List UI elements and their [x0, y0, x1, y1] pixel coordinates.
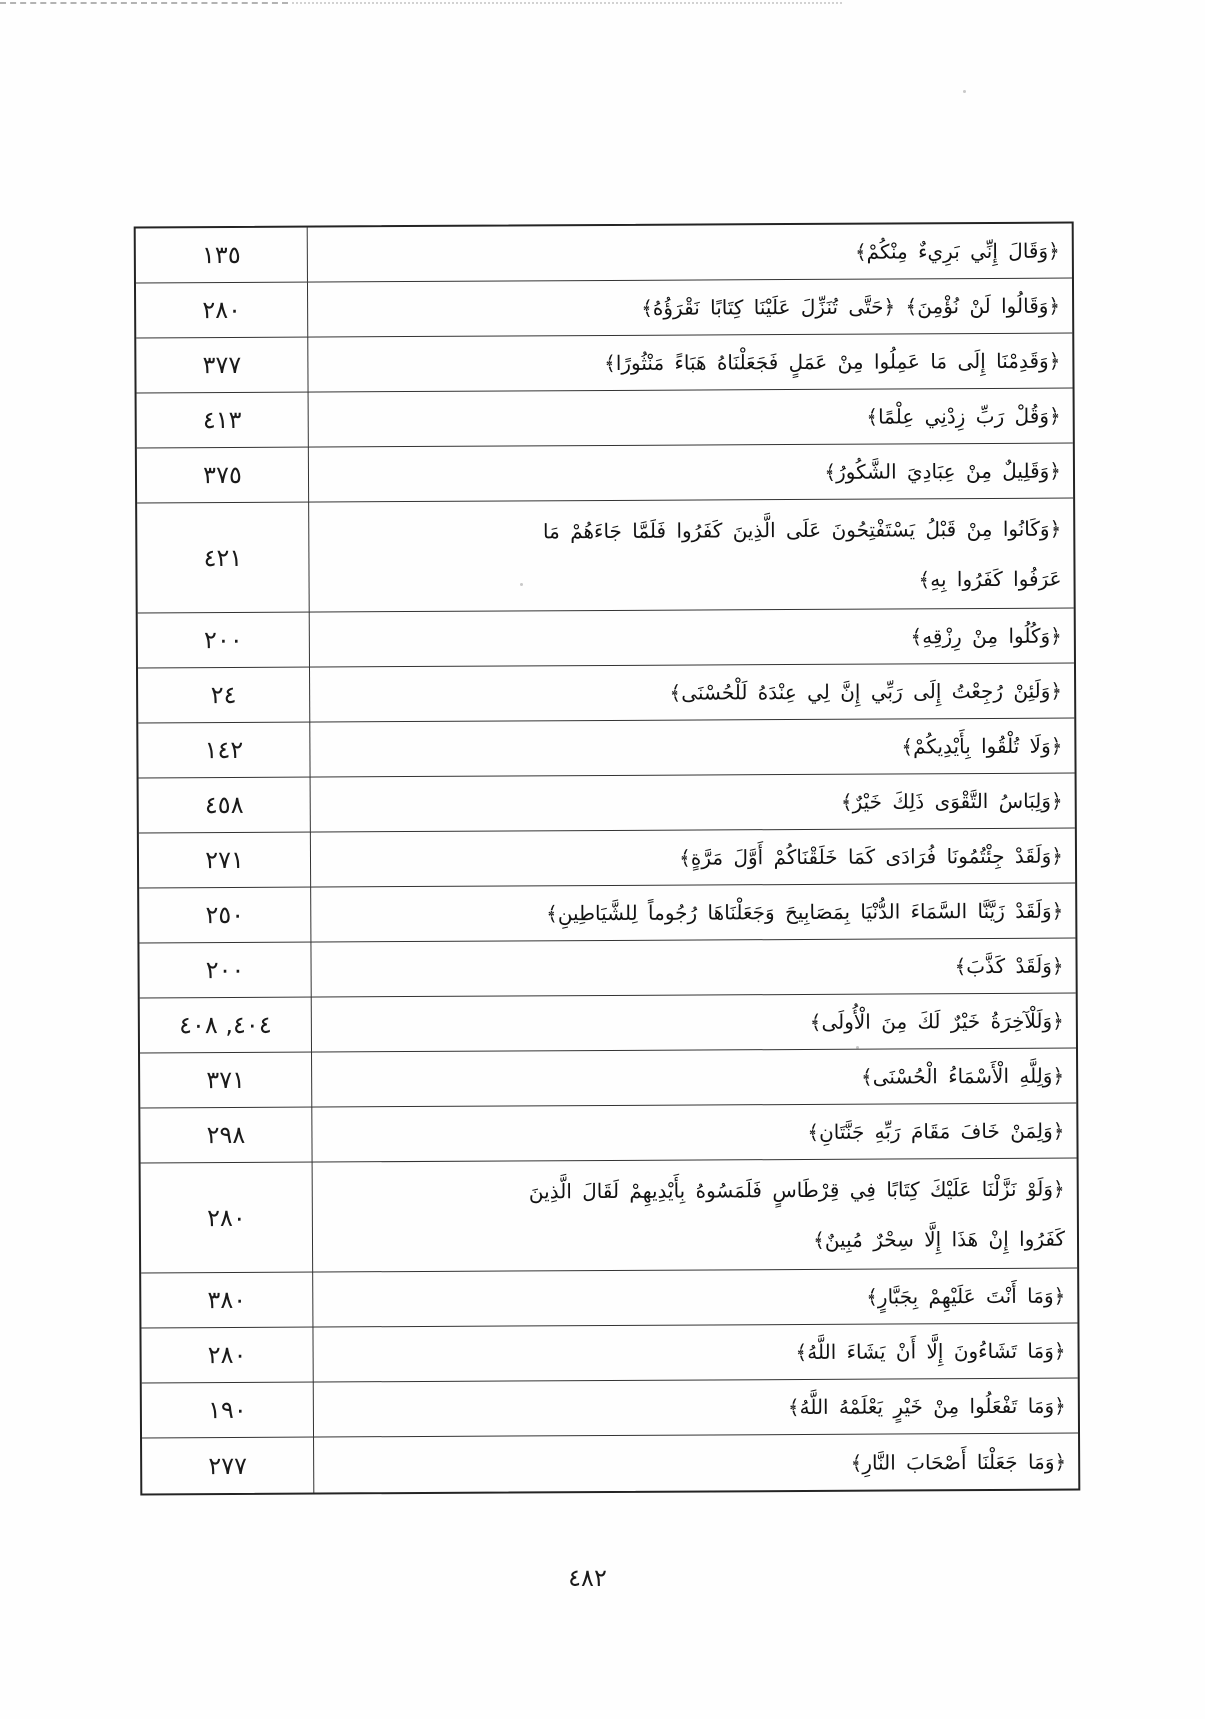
verse-text: ﴿وَقَدِمْنَا إِلَى مَا عَمِلُوا مِنْ عَم… — [604, 348, 1061, 376]
table-row: ٢٧١ ﴿وَلَقَدْ جِئْتُمُونَا فُرَادَى كَمَ… — [138, 828, 1076, 889]
page-number: ٤٨٢ — [568, 1564, 607, 1592]
verse-text: ﴿وَقَلِيلٌ مِنْ عِبَادِيَ الشَّكُورُ﴾ — [824, 458, 1062, 484]
verse-text: ﴿وَلِبَاسُ التَّقْوَى ذَلِكَ خَيْرٌ﴾ — [840, 788, 1063, 814]
table-row: ٢٩٨ ﴿وَلِمَنْ خَافَ مَقَامَ رَبِّهِ جَنَ… — [140, 1103, 1077, 1164]
table-row: ٢٤ ﴿وَلَئِنْ رُجِعْتُ إِلَى رَبِّي إِنَّ… — [137, 663, 1075, 724]
page-ref-cell: ١٣٥ — [135, 227, 308, 283]
verse-text: ﴿وَلَقَدْ كَذَّبَ﴾ — [954, 953, 1064, 979]
verse-text: ﴿وَلَئِنْ رُجِعْتُ إِلَى رَبِّي إِنَّ لِ… — [669, 678, 1063, 705]
page-ref-cell: ٢٨٠ — [140, 1162, 314, 1273]
verse-text: ﴿وَلَقَدْ جِئْتُمُونَا فُرَادَى كَمَا خَ… — [679, 843, 1064, 870]
page-ref-cell: ٤١٣ — [136, 392, 309, 448]
verse-index-table: ١٣٥ ﴿وَقَالَ إِنِّي بَرِيءٌ مِنْكُمْ﴾ ٢٨… — [133, 221, 1081, 1496]
verse-text: ﴿وَمَا تَشَاءُونَ إِلَّا أَنْ يَشَاءَ ال… — [795, 1338, 1066, 1365]
verse-cell: ﴿وَقَالُوا لَنْ نُؤْمِنَ﴾ ﴿حَتَّى تُنَزِ… — [308, 279, 1072, 337]
page-ref-cell: ٢٨٠ — [141, 1327, 314, 1383]
page-ref-cell: ٤٠٤, ٤٠٨ — [139, 997, 313, 1053]
table-row: ٢٨٠ ﴿وَلَوْ نَزَّلْنَا عَلَيْكَ كِتَابًا… — [140, 1158, 1078, 1274]
verse-text: ﴿وَلَا تُلْقُوا بِأَيْدِيكُمْ﴾ — [901, 733, 1063, 759]
table-row: ٢٨٠ ﴿وَقَالُوا لَنْ نُؤْمِنَ﴾ ﴿حَتَّى تُ… — [135, 278, 1073, 339]
table-row: ٤٥٨ ﴿وَلِبَاسُ التَّقْوَى ذَلِكَ خَيْرٌ﴾ — [138, 773, 1075, 834]
table-row: ٢٨٠ ﴿وَمَا تَشَاءُونَ إِلَّا أَنْ يَشَاء… — [141, 1323, 1078, 1384]
scan-artifact — [963, 90, 966, 93]
page-ref-cell: ٣٧٥ — [136, 447, 310, 503]
table-row: ١٤٢ ﴿وَلَا تُلْقُوا بِأَيْدِيكُمْ﴾ — [138, 718, 1075, 779]
table-row: ٢٠٠ ﴿وَلَقَدْ كَذَّبَ﴾ — [139, 938, 1076, 999]
table-row: ٤١٣ ﴿وَقُلْ رَبِّ زِدْنِي عِلْمًا﴾ — [136, 388, 1073, 449]
table-row: ٣٧٥ ﴿وَقَلِيلٌ مِنْ عِبَادِيَ الشَّكُورُ… — [136, 443, 1074, 504]
verse-cell: ﴿وَلَا تُلْقُوا بِأَيْدِيكُمْ﴾ — [310, 719, 1074, 777]
table-row: ٢٧٧ ﴿وَمَا جَعَلْنَا أَصْحَابَ النَّارِ﴾ — [142, 1434, 1078, 1494]
table-row: ٣٧٧ ﴿وَقَدِمْنَا إِلَى مَا عَمِلُوا مِنْ… — [136, 333, 1073, 394]
verse-cell: ﴿وَمَا أَنْتَ عَلَيْهِمْ بِجَبَّارٍ﴾ — [313, 1269, 1077, 1327]
page-ref-cell: ٢٥٠ — [139, 887, 312, 943]
verse-text: ﴿وَمَا أَنْتَ عَلَيْهِمْ بِجَبَّارٍ﴾ — [866, 1283, 1066, 1309]
verse-text: ﴿وَمَا تَفْعَلُوا مِنْ خَيْرٍ يَعْلَمْهُ… — [787, 1393, 1066, 1420]
page-ref-cell: ١٩٠ — [141, 1382, 315, 1438]
verse-text: ﴿وَمَا جَعَلْنَا أَصْحَابَ النَّارِ﴾ — [850, 1449, 1067, 1475]
table-row: ١٩٠ ﴿وَمَا تَفْعَلُوا مِنْ خَيْرٍ يَعْلَ… — [141, 1378, 1079, 1439]
verse-cell: ﴿وَقُلْ رَبِّ زِدْنِي عِلْمًا﴾ — [309, 389, 1073, 447]
verse-cell: ﴿وَمَا جَعَلْنَا أَصْحَابَ النَّارِ﴾ — [314, 1434, 1078, 1493]
table-row: ١٣٥ ﴿وَقَالَ إِنِّي بَرِيءٌ مِنْكُمْ﴾ — [135, 223, 1072, 284]
scan-artifact — [856, 1046, 859, 1049]
verse-text: ﴿وَكُلُوا مِنْ رِزْقِهِ﴾ — [910, 623, 1062, 649]
verse-cell: ﴿وَلَقَدْ زَيَّنَّا السَّمَاءَ الدُّنْيَ… — [311, 884, 1075, 942]
verse-cell: ﴿وَقَالَ إِنِّي بَرِيءٌ مِنْكُمْ﴾ — [308, 224, 1072, 282]
verse-cell: ﴿وَلَقَدْ كَذَّبَ﴾ — [311, 939, 1075, 997]
page-ref-cell: ٢٧٧ — [142, 1437, 315, 1494]
verse-cell: ﴿وَلِمَنْ خَافَ مَقَامَ رَبِّهِ جَنَّتَا… — [312, 1104, 1076, 1162]
verse-text: ﴿وَلَلْآخِرَةُ خَيْرٌ لَكَ مِنَ الْأُولَ… — [809, 1008, 1064, 1034]
table-row: ٣٨٠ ﴿وَمَا أَنْتَ عَلَيْهِمْ بِجَبَّارٍ﴾ — [141, 1268, 1078, 1329]
page-ref-cell: ٣٧١ — [140, 1052, 313, 1108]
table-row: ٣٧١ ﴿وَلِلَّهِ الْأَسْمَاءُ الْحُسْنَى﴾ — [140, 1048, 1077, 1109]
verse-cell: ﴿وَكُلُوا مِنْ رِزْقِهِ﴾ — [310, 609, 1074, 667]
verse-cell: ﴿وَقَدِمْنَا إِلَى مَا عَمِلُوا مِنْ عَم… — [308, 334, 1072, 392]
verse-cell: ﴿وَلَلْآخِرَةُ خَيْرٌ لَكَ مِنَ الْأُولَ… — [312, 994, 1076, 1052]
table-row: ٤٠٤, ٤٠٨ ﴿وَلَلْآخِرَةُ خَيْرٌ لَكَ مِنَ… — [139, 993, 1077, 1054]
page-ref-cell: ٢٨٠ — [135, 282, 309, 338]
verse-cell: ﴿وَلِلَّهِ الْأَسْمَاءُ الْحُسْنَى﴾ — [312, 1049, 1076, 1107]
page-ref-cell: ٤٢١ — [137, 502, 310, 613]
page-ref-cell: ٤٥٨ — [138, 777, 311, 833]
verse-text: ﴿وَقَالَ إِنِّي بَرِيءٌ مِنْكُمْ﴾ — [854, 238, 1060, 264]
verse-cell: ﴿وَقَلِيلٌ مِنْ عِبَادِيَ الشَّكُورُ﴾ — [309, 444, 1073, 502]
page-ref-cell: ٢٠٠ — [137, 612, 310, 668]
verse-text: ﴿وَلِمَنْ خَافَ مَقَامَ رَبِّهِ جَنَّتَا… — [807, 1118, 1065, 1144]
page-ref-cell: ٢٠٠ — [139, 942, 312, 998]
page-ref-cell: ٢٩٨ — [140, 1107, 313, 1163]
table-row: ٢٠٠ ﴿وَكُلُوا مِنْ رِزْقِهِ﴾ — [137, 608, 1074, 669]
page-ref-cell: ١٤٢ — [138, 722, 311, 778]
page-ref-cell: ٢٧١ — [138, 832, 312, 888]
scan-artifact — [292, 2, 842, 4]
verse-cell: ﴿وَلَقَدْ جِئْتُمُونَا فُرَادَى كَمَا خَ… — [311, 829, 1075, 887]
verse-cell: ﴿وَكَانُوا مِنْ قَبْلُ يَسْتَفْتِحُونَ ع… — [309, 499, 1074, 612]
verse-cell: ﴿وَلَوْ نَزَّلْنَا عَلَيْكَ كِتَابًا فِي… — [313, 1159, 1078, 1272]
page-ref-cell: ٣٨٠ — [141, 1272, 314, 1328]
verse-cell: ﴿وَمَا تَشَاءُونَ إِلَّا أَنْ يَشَاءَ ال… — [313, 1324, 1077, 1382]
verse-text: ﴿وَكَانُوا مِنْ قَبْلُ يَسْتَفْتِحُونَ ع… — [542, 516, 1062, 591]
page-ref-cell: ٣٧٧ — [136, 337, 309, 393]
verse-text: ﴿وَقَالُوا لَنْ نُؤْمِنَ﴾ ﴿حَتَّى تُنَزِ… — [641, 293, 1061, 320]
table-row: ٤٢١ ﴿وَكَانُوا مِنْ قَبْلُ يَسْتَفْتِحُو… — [137, 498, 1074, 614]
verse-text: ﴿وَلَوْ نَزَّلْنَا عَلَيْكَ كِتَابًا فِي… — [528, 1176, 1066, 1252]
verse-cell: ﴿وَلَئِنْ رُجِعْتُ إِلَى رَبِّي إِنَّ لِ… — [310, 664, 1074, 722]
page-ref-cell: ٢٤ — [137, 667, 311, 723]
verse-text: ﴿وَلَقَدْ زَيَّنَّا السَّمَاءَ الدُّنْيَ… — [546, 898, 1064, 926]
table-row: ٢٥٠ ﴿وَلَقَدْ زَيَّنَّا السَّمَاءَ الدُّ… — [139, 883, 1076, 944]
verse-cell: ﴿وَلِبَاسُ التَّقْوَى ذَلِكَ خَيْرٌ﴾ — [311, 774, 1075, 832]
scan-artifact — [520, 583, 523, 586]
scan-artifact — [0, 2, 288, 4]
verse-text: ﴿وَقُلْ رَبِّ زِدْنِي عِلْمًا﴾ — [866, 403, 1061, 429]
verse-text: ﴿وَلِلَّهِ الْأَسْمَاءُ الْحُسْنَى﴾ — [860, 1063, 1065, 1089]
verse-cell: ﴿وَمَا تَفْعَلُوا مِنْ خَيْرٍ يَعْلَمْهُ… — [314, 1379, 1078, 1437]
